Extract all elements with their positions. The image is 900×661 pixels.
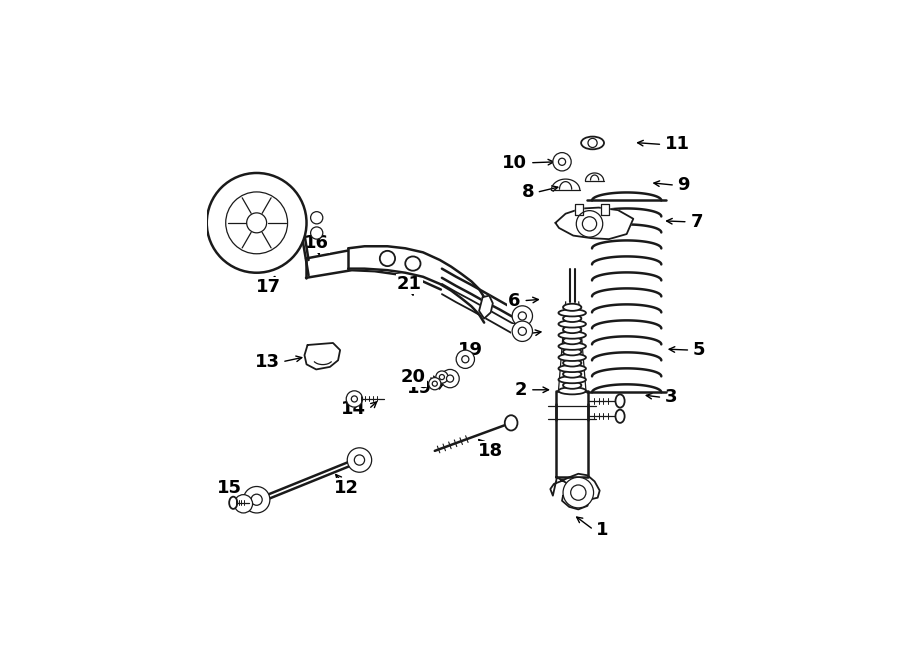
Ellipse shape	[563, 360, 581, 367]
Circle shape	[462, 356, 469, 363]
Circle shape	[512, 306, 533, 326]
Text: 14: 14	[341, 400, 366, 418]
Text: 13: 13	[255, 353, 280, 371]
Text: 19: 19	[407, 379, 432, 397]
Text: 6: 6	[508, 292, 521, 310]
Circle shape	[456, 350, 474, 368]
Circle shape	[512, 321, 533, 342]
Circle shape	[234, 494, 253, 513]
Polygon shape	[304, 343, 340, 369]
Ellipse shape	[563, 371, 581, 377]
Text: 3: 3	[665, 389, 678, 407]
Circle shape	[436, 371, 448, 383]
Text: 7: 7	[690, 213, 703, 231]
Circle shape	[351, 396, 357, 402]
Ellipse shape	[559, 342, 586, 350]
Ellipse shape	[559, 321, 586, 328]
Text: 11: 11	[665, 136, 689, 153]
Ellipse shape	[563, 381, 581, 389]
Ellipse shape	[380, 251, 395, 266]
Ellipse shape	[559, 387, 586, 395]
Text: 2: 2	[515, 381, 527, 399]
Polygon shape	[600, 204, 609, 215]
Circle shape	[243, 486, 270, 513]
Polygon shape	[550, 474, 599, 499]
Text: 10: 10	[502, 154, 527, 172]
Circle shape	[428, 377, 441, 390]
Circle shape	[559, 158, 565, 165]
Circle shape	[553, 153, 572, 171]
Circle shape	[346, 391, 363, 407]
Ellipse shape	[559, 354, 586, 361]
Circle shape	[563, 477, 594, 508]
Text: 19: 19	[458, 341, 483, 359]
Text: 8: 8	[521, 183, 534, 202]
Ellipse shape	[616, 395, 625, 408]
Circle shape	[347, 447, 372, 472]
Text: 16: 16	[303, 234, 328, 253]
Ellipse shape	[559, 365, 586, 372]
Text: 4: 4	[512, 325, 525, 343]
Ellipse shape	[563, 315, 581, 322]
Text: 1: 1	[596, 521, 608, 539]
Ellipse shape	[581, 137, 604, 149]
Circle shape	[439, 375, 445, 379]
Circle shape	[355, 455, 365, 465]
Ellipse shape	[559, 309, 586, 317]
Ellipse shape	[405, 256, 420, 271]
Ellipse shape	[616, 410, 625, 423]
Circle shape	[588, 138, 597, 147]
Ellipse shape	[563, 304, 581, 311]
Ellipse shape	[505, 415, 518, 430]
Circle shape	[247, 213, 266, 233]
Circle shape	[310, 227, 323, 239]
Text: 5: 5	[693, 341, 706, 359]
Circle shape	[518, 312, 526, 320]
Circle shape	[226, 192, 288, 254]
Text: 17: 17	[256, 278, 282, 296]
Text: 12: 12	[334, 479, 359, 496]
Circle shape	[571, 485, 586, 500]
Circle shape	[582, 217, 597, 231]
Circle shape	[576, 211, 603, 237]
Text: 21: 21	[397, 275, 422, 293]
Polygon shape	[575, 204, 583, 215]
Ellipse shape	[563, 337, 581, 344]
Circle shape	[446, 375, 454, 382]
Text: 9: 9	[678, 176, 690, 194]
Text: 15: 15	[217, 479, 242, 496]
Circle shape	[441, 369, 459, 388]
Circle shape	[432, 381, 437, 386]
Circle shape	[251, 494, 262, 505]
Polygon shape	[562, 496, 590, 510]
Polygon shape	[567, 337, 577, 391]
Circle shape	[207, 173, 307, 273]
Text: 20: 20	[400, 368, 426, 386]
Ellipse shape	[563, 348, 581, 356]
Text: 18: 18	[478, 442, 503, 460]
Ellipse shape	[230, 496, 238, 509]
Polygon shape	[479, 295, 493, 319]
Circle shape	[518, 327, 526, 335]
Polygon shape	[556, 391, 589, 477]
Ellipse shape	[559, 376, 586, 383]
Circle shape	[310, 212, 323, 224]
Polygon shape	[555, 208, 634, 239]
Ellipse shape	[559, 332, 586, 338]
Ellipse shape	[563, 326, 581, 333]
